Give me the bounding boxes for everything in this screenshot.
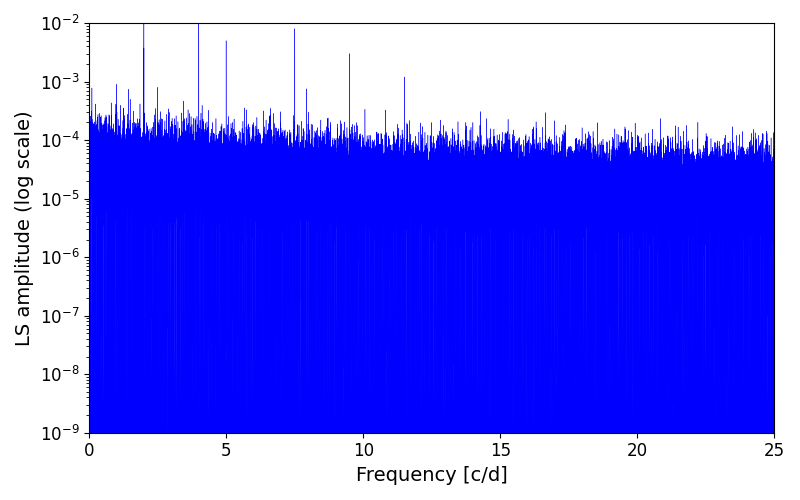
Y-axis label: LS amplitude (log scale): LS amplitude (log scale) — [15, 110, 34, 346]
X-axis label: Frequency [c/d]: Frequency [c/d] — [356, 466, 508, 485]
